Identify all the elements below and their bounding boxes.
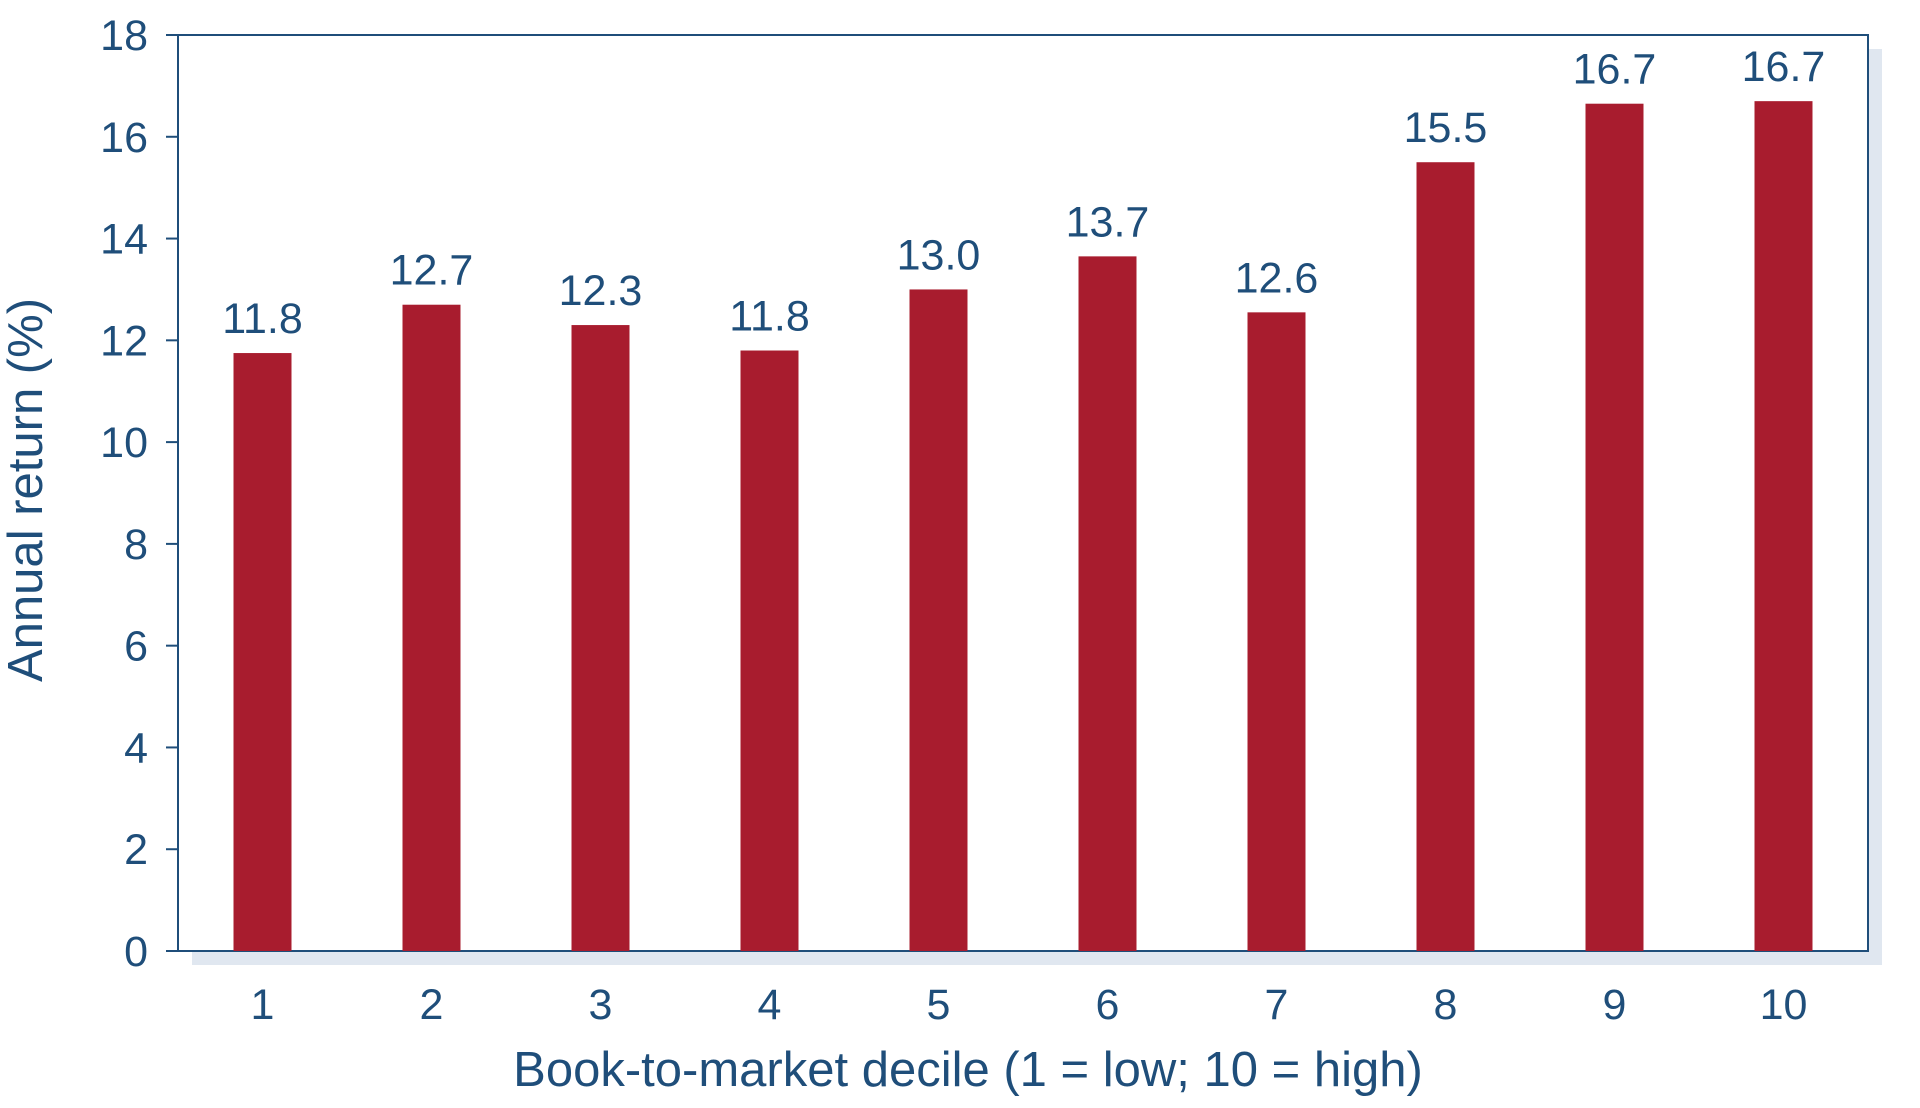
y-tick-label: 14 bbox=[100, 216, 148, 264]
bar bbox=[233, 353, 292, 951]
bar-value-label: 16.7 bbox=[1573, 46, 1657, 94]
bar-value-label: 13.0 bbox=[897, 231, 981, 279]
data-labels-group: 11.8 12.7 12.3 11.8 13.0 13.7 12.6 15.5 16.7 16.7 bbox=[222, 43, 1825, 343]
x-tick-label: 6 bbox=[1096, 981, 1120, 1029]
bar bbox=[571, 325, 630, 952]
y-tick-label: 6 bbox=[124, 623, 148, 671]
bar-value-label: 11.8 bbox=[222, 295, 303, 343]
x-tick-label: 4 bbox=[758, 981, 782, 1029]
y-tick-label: 0 bbox=[124, 928, 148, 976]
x-axis: 1 2 3 4 5 6 7 8 9 10 bbox=[251, 981, 1808, 1029]
y-tick-label: 18 bbox=[100, 12, 148, 60]
bar-value-label: 11.8 bbox=[729, 293, 810, 341]
x-tick-label: 5 bbox=[927, 981, 951, 1029]
bar-value-label: 12.7 bbox=[390, 247, 474, 295]
bar bbox=[402, 304, 461, 951]
y-tick-label: 10 bbox=[100, 419, 148, 467]
y-tick-label: 2 bbox=[124, 826, 148, 874]
bar-value-label: 16.7 bbox=[1742, 43, 1826, 91]
y-axis: 0 2 4 6 8 10 12 14 16 18 bbox=[100, 12, 178, 976]
y-tick-label: 4 bbox=[124, 724, 148, 772]
x-tick-label: 7 bbox=[1265, 981, 1289, 1029]
bar-value-label: 12.6 bbox=[1235, 254, 1319, 302]
y-tick-label: 8 bbox=[124, 521, 148, 569]
bars-group bbox=[233, 101, 1813, 952]
bar bbox=[1754, 101, 1813, 951]
bar bbox=[1247, 312, 1306, 951]
x-tick-label: 3 bbox=[589, 981, 613, 1029]
bar bbox=[1416, 162, 1475, 951]
x-tick-label: 10 bbox=[1760, 981, 1808, 1029]
x-tick-label: 9 bbox=[1603, 981, 1627, 1029]
x-tick-label: 8 bbox=[1434, 981, 1458, 1029]
bar bbox=[1585, 103, 1644, 951]
bar-value-label: 12.3 bbox=[559, 267, 643, 315]
bar-value-label: 13.7 bbox=[1066, 198, 1150, 246]
x-axis-label: Book-to-market decile (1 = low; 10 = hig… bbox=[513, 1043, 1423, 1097]
bar-value-label: 15.5 bbox=[1404, 104, 1488, 152]
bar bbox=[740, 350, 799, 951]
y-tick-label: 12 bbox=[100, 317, 148, 365]
bar bbox=[1078, 256, 1137, 951]
bar bbox=[909, 289, 968, 951]
x-tick-label: 1 bbox=[251, 981, 275, 1029]
y-tick-label: 16 bbox=[100, 114, 148, 162]
y-axis-label: Annual return (%) bbox=[0, 298, 53, 682]
x-tick-label: 2 bbox=[420, 981, 444, 1029]
